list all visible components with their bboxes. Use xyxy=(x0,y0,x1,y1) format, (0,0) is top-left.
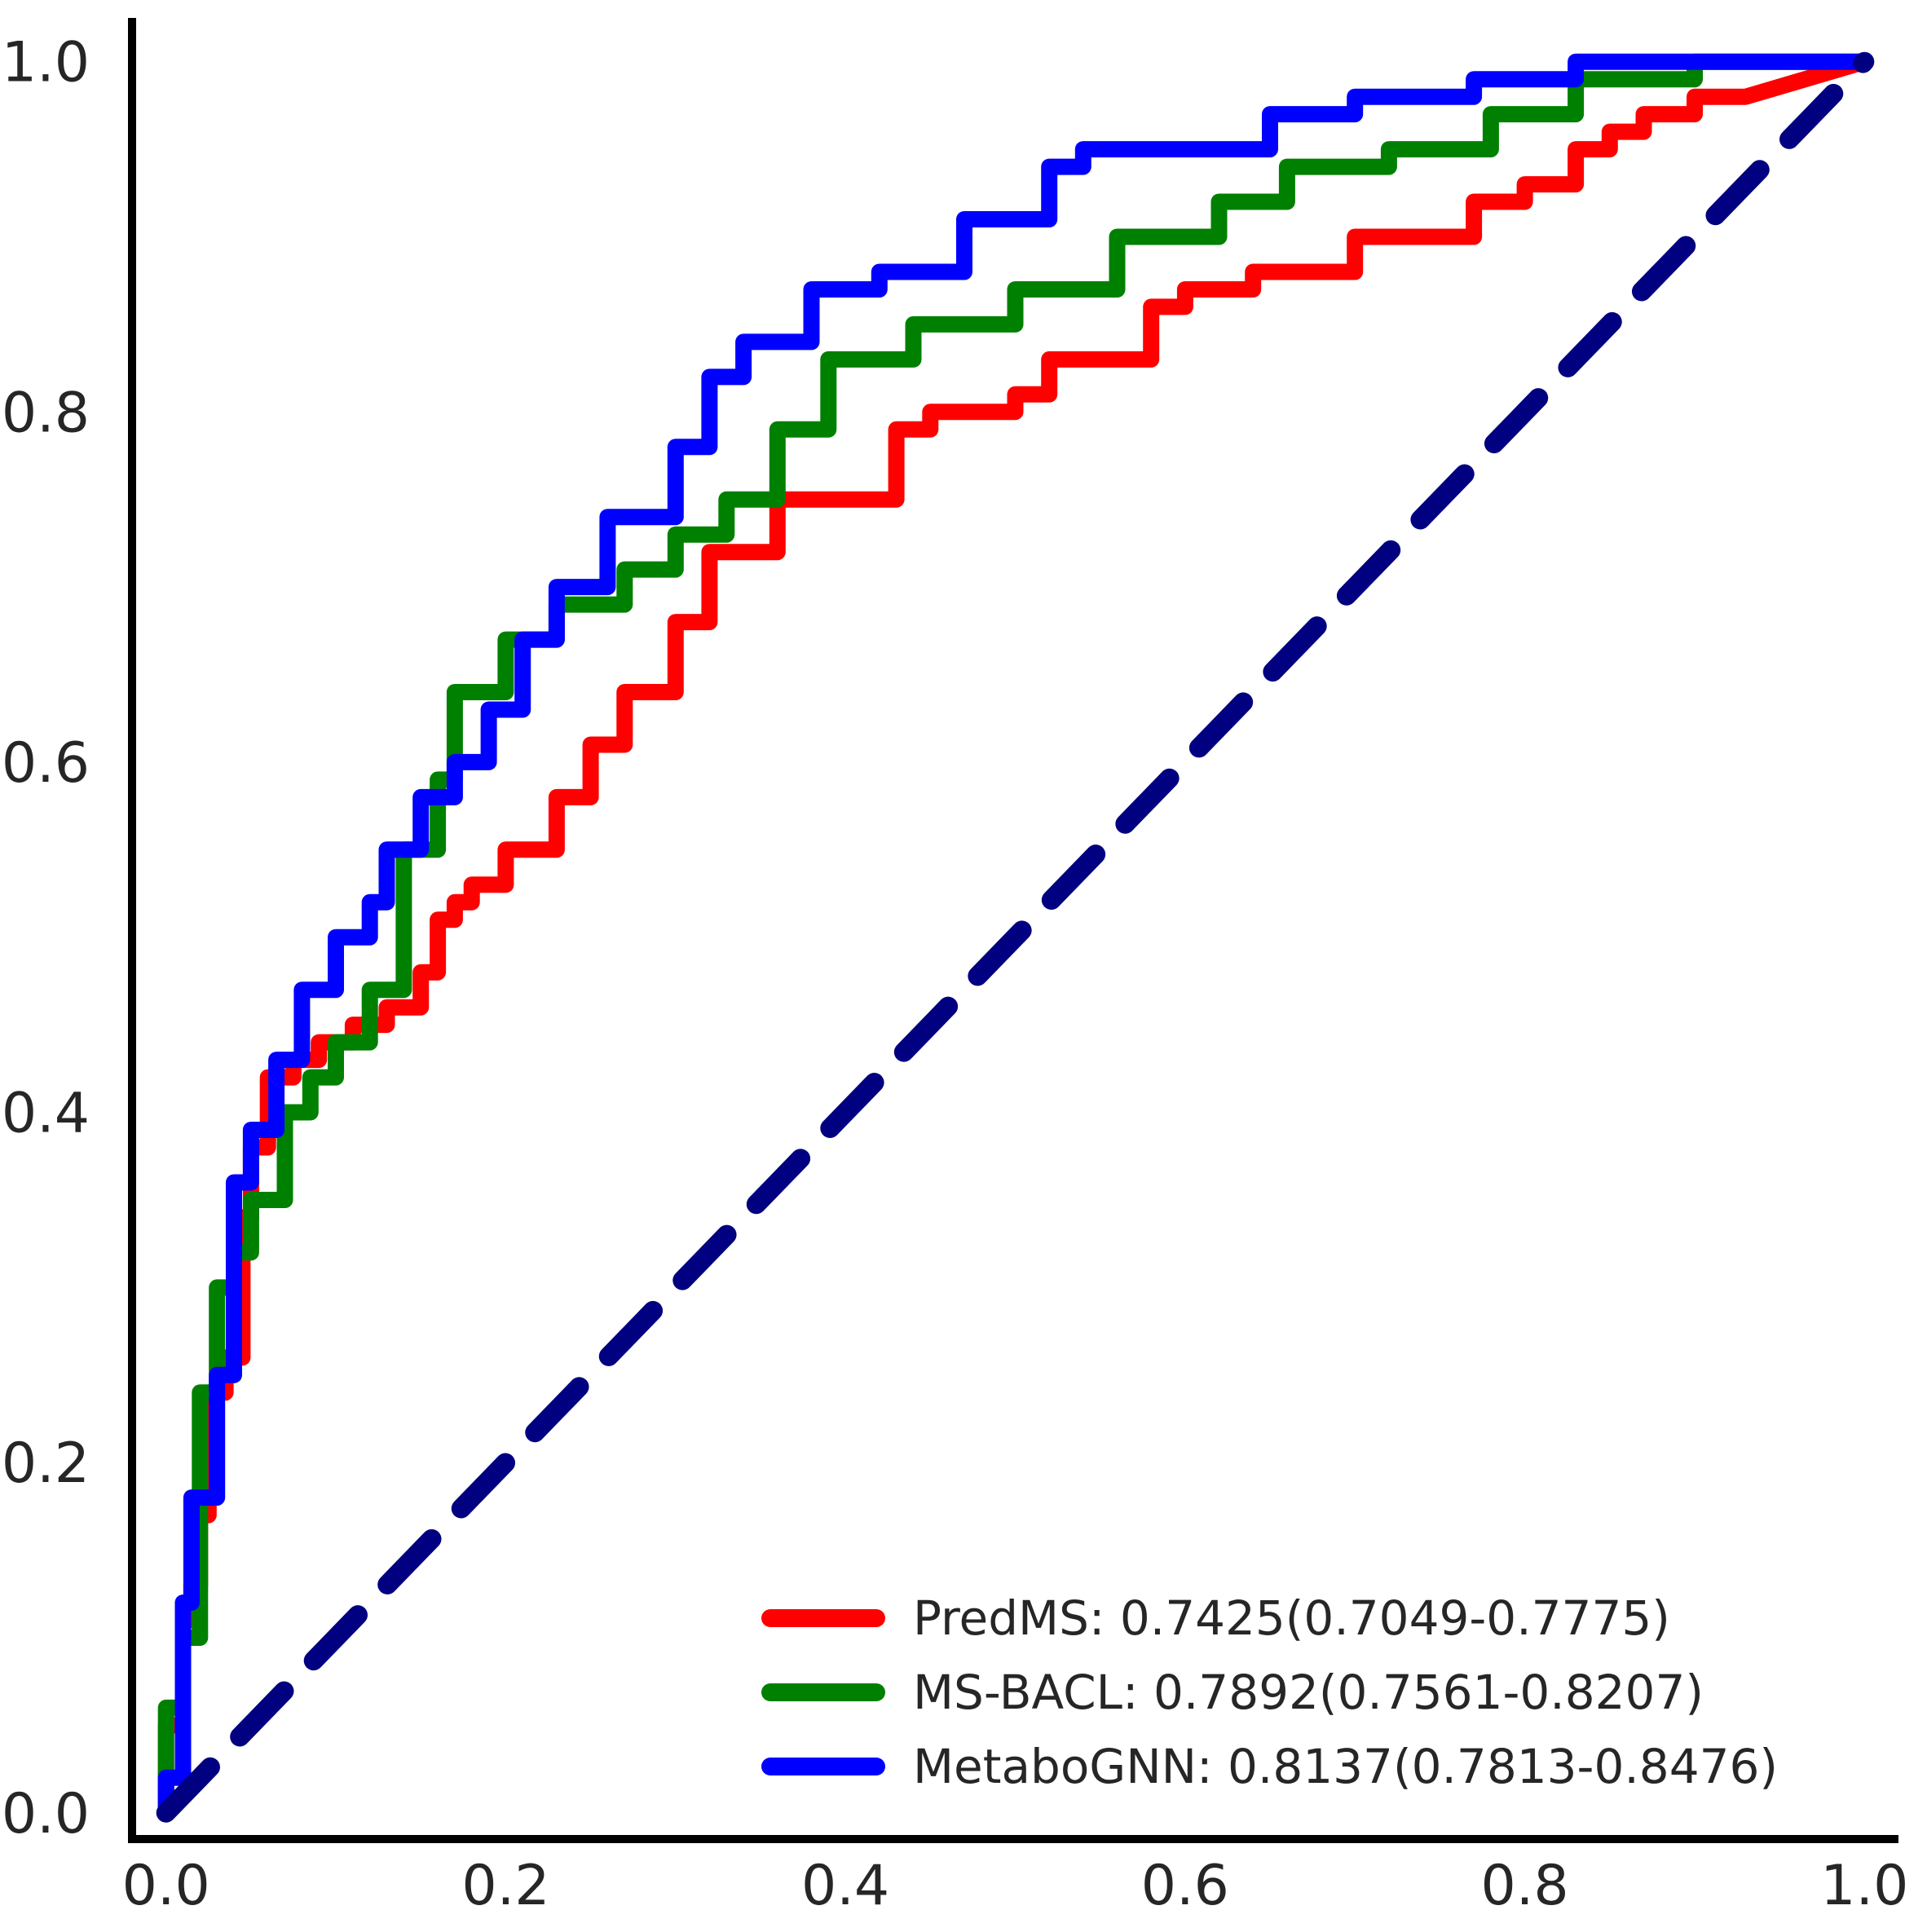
reference-diagonal-line xyxy=(156,51,1875,1823)
y-tick-label: 1.0 xyxy=(2,31,90,95)
legend-label-2: MetaboGNN: 0.8137(0.7813-0.8476) xyxy=(913,1739,1778,1794)
x-tick-label: 0.4 xyxy=(801,1854,889,1918)
plot-area xyxy=(156,51,1875,1823)
y-axis-ticks: 0.0 0.2 0.4 0.6 0.8 1.0 xyxy=(2,31,90,1846)
y-tick-label: 0.2 xyxy=(2,1431,90,1496)
y-tick-label: 0.4 xyxy=(2,1082,90,1146)
y-tick-label: 0.8 xyxy=(2,381,90,445)
x-tick-label: 0.2 xyxy=(461,1854,549,1918)
series-line-2 xyxy=(157,53,1873,1821)
legend: PredMS: 0.7425(0.7049-0.7775) MS-BACL: 0.… xyxy=(761,1590,1778,1794)
x-tick-label: 0.6 xyxy=(1141,1854,1229,1918)
legend-label-1: MS-BACL: 0.7892(0.7561-0.8207) xyxy=(913,1665,1704,1720)
legend-label-0: PredMS: 0.7425(0.7049-0.7775) xyxy=(913,1590,1670,1646)
x-tick-label: 0.8 xyxy=(1481,1854,1569,1918)
series-line-0 xyxy=(157,53,1873,1821)
y-tick-label: 0.0 xyxy=(2,1782,90,1846)
x-tick-label: 1.0 xyxy=(1820,1854,1908,1918)
axes xyxy=(128,18,1898,1843)
x-tick-label: 0.0 xyxy=(122,1854,210,1918)
x-axis-ticks: 0.0 0.2 0.4 0.6 0.8 1.0 xyxy=(122,1854,1909,1918)
y-tick-label: 0.6 xyxy=(2,731,90,796)
